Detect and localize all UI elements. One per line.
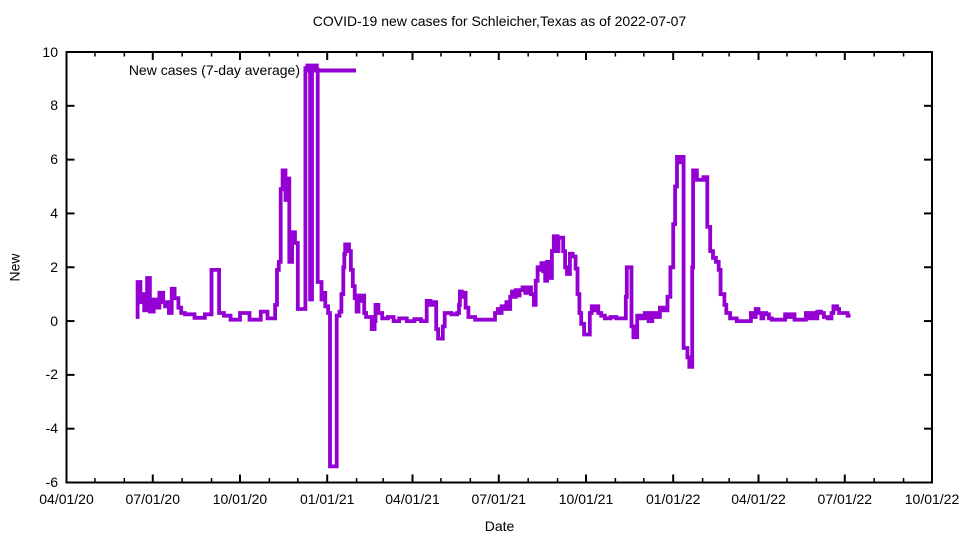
y-tick-label: -6 [45, 474, 58, 490]
x-tick-label: 07/01/22 [817, 491, 873, 507]
x-tick-label: 10/01/20 [212, 491, 268, 507]
chart-title: COVID-19 new cases for Schleicher,Texas … [312, 13, 687, 29]
y-tick-label: 4 [50, 204, 58, 221]
x-tick-label: 07/01/21 [471, 491, 527, 507]
x-tick-label: 07/01/20 [125, 491, 181, 507]
y-tick-label: 0 [50, 312, 58, 329]
legend-label: New cases (7-day average) [128, 62, 300, 78]
x-tick-label: 04/01/20 [39, 491, 94, 507]
x-tick-label: 04/01/21 [385, 491, 440, 507]
y-tick-label: 2 [50, 258, 58, 275]
y-tick-label: -2 [45, 366, 58, 383]
y-tick-label: 10 [42, 43, 58, 60]
x-tick-label: 01/01/21 [299, 491, 355, 507]
x-tick-label: 10/01/21 [558, 491, 614, 507]
plot-border [65, 51, 933, 484]
x-axis-label: Date [484, 518, 515, 534]
y-tick-label: 8 [50, 97, 58, 114]
x-tick-label: 04/01/22 [731, 491, 786, 507]
y-tick-label: 6 [50, 151, 58, 168]
x-tick-label: 10/01/22 [904, 491, 960, 507]
y-tick-label: -4 [45, 420, 58, 437]
x-tick-label: 01/01/22 [645, 491, 701, 507]
data-line-new-cases [135, 63, 851, 469]
